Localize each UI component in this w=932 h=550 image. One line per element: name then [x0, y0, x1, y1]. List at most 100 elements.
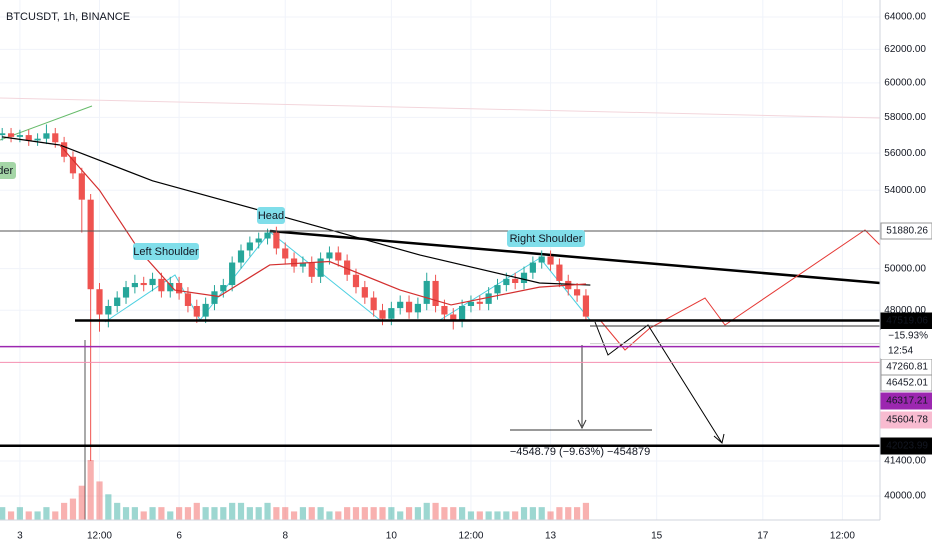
volume-bar — [34, 511, 41, 520]
volume — [0, 460, 590, 520]
candle-body — [237, 250, 245, 263]
x-tick-label: 15 — [651, 531, 663, 542]
candle-body — [397, 301, 404, 309]
volume-bar — [582, 502, 590, 520]
candle-body — [140, 282, 147, 286]
candle-body — [414, 303, 421, 313]
volume-bar — [467, 511, 475, 520]
volume-bar — [140, 511, 147, 520]
volume-bar — [485, 511, 492, 520]
volume-bar — [61, 502, 68, 520]
candle-body — [7, 133, 15, 137]
price-label-box — [880, 392, 932, 410]
candle-body — [485, 293, 492, 304]
price-axis-bg — [880, 0, 932, 550]
candle-body — [432, 280, 439, 306]
volume-bar — [158, 507, 165, 520]
annotation: Left Shoulder — [133, 246, 199, 258]
volume-bar — [512, 511, 519, 520]
candle-body — [43, 133, 50, 139]
candle-body — [158, 278, 165, 292]
volume-bar — [290, 511, 298, 520]
volume-bar — [273, 507, 280, 520]
candle-body — [556, 264, 563, 281]
annotation-box — [0, 162, 16, 179]
moving-average — [59, 144, 586, 306]
x-tick-label: 3 — [17, 531, 23, 542]
candle-body — [264, 232, 271, 239]
candle-body — [538, 256, 545, 263]
volume-bar — [299, 507, 307, 520]
volume-bar — [229, 502, 236, 520]
candle-body — [582, 295, 590, 317]
annotation-box — [507, 230, 585, 247]
annotation: Head — [258, 210, 284, 222]
candle-body — [193, 305, 200, 317]
y-tick-label: 58000.00 — [884, 112, 926, 123]
volume-bar — [441, 507, 448, 520]
volume-bar — [202, 507, 209, 520]
candle-body — [131, 282, 138, 288]
countdown: 12:54 — [888, 346, 913, 357]
volume-bar — [264, 502, 271, 520]
volume-bar — [43, 507, 50, 520]
volume-bar — [529, 507, 536, 520]
x-tick-label: 12:00 — [87, 531, 112, 542]
candle-body — [317, 258, 324, 277]
candle-body — [512, 278, 519, 283]
candle-body — [122, 287, 130, 298]
faint-trend-line — [0, 97, 881, 119]
candle-body — [476, 301, 483, 304]
volume-bar — [52, 511, 59, 520]
y-tick-label: 62000.00 — [884, 44, 926, 55]
volume-bar — [87, 460, 94, 520]
volume-bar — [7, 511, 15, 520]
candle-body — [273, 232, 280, 249]
candle-body — [87, 199, 94, 290]
candle-body — [423, 280, 430, 304]
volume-bar — [352, 507, 360, 520]
volume-bar — [494, 511, 501, 520]
projection-black — [594, 321, 723, 444]
candle-body — [69, 156, 77, 174]
candle-body — [184, 293, 192, 306]
x-tick-label: 17 — [757, 531, 769, 542]
plot — [0, 124, 880, 461]
volume-bar — [397, 511, 404, 520]
drawings — [0, 97, 881, 520]
projection-red — [599, 229, 881, 351]
candle-body — [16, 135, 23, 137]
volume-bar — [246, 507, 253, 520]
candle-body — [344, 260, 351, 275]
price-label: 46452.01 — [886, 378, 928, 389]
candle-body — [326, 252, 333, 259]
price-label-box — [880, 411, 932, 429]
volume-bar — [114, 502, 121, 520]
volume-bar — [193, 502, 200, 520]
volume-bar — [255, 507, 262, 520]
volume-bar — [476, 511, 483, 520]
volume-bar — [176, 507, 183, 520]
price-label-box — [880, 437, 932, 455]
volume-bar — [96, 481, 103, 520]
projection-arrow — [713, 433, 725, 444]
volume-bar — [25, 511, 32, 520]
price-label: 47260.81 — [886, 362, 928, 373]
candle-body — [246, 242, 253, 251]
candle-body — [370, 297, 377, 311]
volume-bar — [450, 507, 457, 520]
y-tick-label: 40000.00 — [884, 491, 926, 502]
candle-body — [34, 138, 41, 141]
candle-body — [503, 278, 510, 286]
volume-bar — [149, 507, 156, 520]
volume-bar — [503, 511, 510, 520]
volume-bar — [16, 507, 23, 520]
candle-body — [211, 291, 218, 304]
x-tick-label: 6 — [176, 531, 182, 542]
annotation-box — [133, 243, 199, 260]
green-trend-line — [0, 105, 93, 141]
volume-bar — [211, 507, 218, 520]
candle-body — [114, 297, 121, 306]
volume-bar — [459, 507, 466, 520]
